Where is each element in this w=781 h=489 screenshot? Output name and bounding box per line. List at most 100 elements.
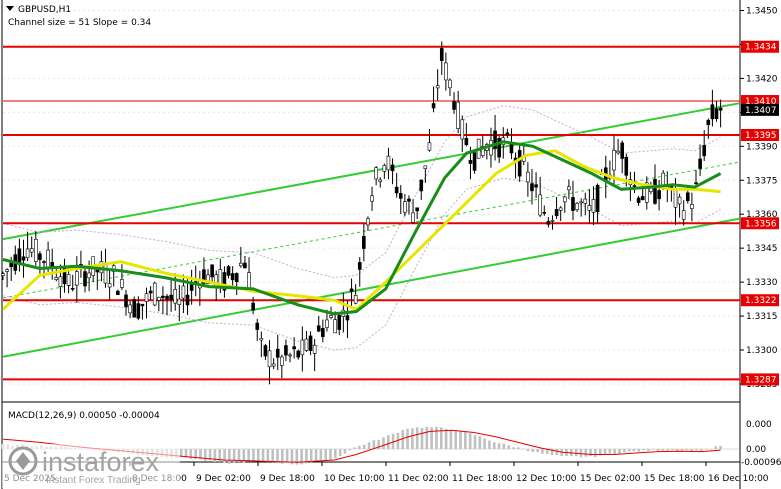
macd-histogram-bar bbox=[242, 449, 246, 463]
macd-histogram-bar bbox=[680, 449, 684, 451]
candle-body bbox=[444, 62, 448, 81]
macd-histogram-bar bbox=[348, 449, 352, 451]
candle-body bbox=[247, 272, 251, 290]
regression-channel bbox=[2, 102, 740, 358]
time-tick-label: 16 Dec 10:00 bbox=[708, 474, 769, 484]
macd-histogram-bar bbox=[598, 449, 602, 456]
candle-body bbox=[681, 210, 686, 220]
candle-body bbox=[210, 264, 214, 278]
candle-body bbox=[255, 322, 260, 330]
macd-histogram-bar bbox=[521, 449, 525, 450]
candle-body bbox=[349, 288, 354, 292]
candle-body bbox=[181, 285, 186, 299]
macd-histogram-bar bbox=[367, 442, 371, 449]
macd-histogram-bar bbox=[637, 449, 641, 452]
macd-histogram-bar bbox=[362, 444, 366, 449]
level-label-box bbox=[741, 129, 779, 141]
macd-histogram-bar bbox=[555, 449, 559, 456]
macd-histogram-bar bbox=[492, 442, 496, 449]
macd-histogram-bar bbox=[285, 449, 289, 463]
candle-body bbox=[530, 183, 534, 192]
candle-body bbox=[435, 85, 440, 89]
macd-histogram-bar bbox=[704, 449, 708, 450]
macd-histogram-bar bbox=[473, 435, 477, 449]
candle-body bbox=[25, 248, 30, 259]
macd-histogram-bar bbox=[608, 449, 612, 454]
symbol-timeframe: GBPUSD,H1 bbox=[18, 5, 71, 15]
macd-histogram-bar bbox=[541, 449, 544, 454]
macd-histogram-bar bbox=[411, 428, 414, 449]
candle-body bbox=[132, 299, 137, 318]
candle-body bbox=[316, 325, 321, 332]
candle-body bbox=[448, 79, 452, 89]
candle-body bbox=[710, 104, 715, 120]
candle-body bbox=[439, 48, 444, 62]
last-price-box bbox=[741, 103, 779, 116]
macd-histogram-bar bbox=[266, 449, 270, 463]
price-tick-label: 1.3300 bbox=[746, 346, 778, 356]
candle-body bbox=[144, 293, 149, 302]
macd-histogram-bar bbox=[338, 449, 342, 457]
candle-body bbox=[304, 338, 309, 351]
macd-histogram-bar bbox=[420, 428, 424, 449]
level-label: 1.3287 bbox=[745, 375, 777, 385]
macd-histogram-bar bbox=[184, 449, 188, 458]
price-tick-label: 1.3360 bbox=[746, 210, 778, 220]
candle-body bbox=[124, 294, 128, 308]
candle-body bbox=[296, 350, 301, 358]
candle-body bbox=[550, 220, 555, 222]
macd-histogram-bar bbox=[497, 443, 501, 449]
macd-histogram-bar bbox=[228, 449, 231, 464]
candle-body bbox=[140, 303, 145, 307]
macd-histogram-bar bbox=[468, 433, 472, 449]
macd-histogram-bar bbox=[618, 449, 621, 454]
candle-body bbox=[288, 354, 292, 357]
macd-histogram-bar bbox=[271, 449, 275, 463]
candle-body bbox=[321, 328, 325, 337]
candle-body bbox=[427, 142, 432, 151]
macd-histogram-bar bbox=[632, 449, 636, 452]
candle-body bbox=[423, 165, 428, 170]
ma-slow-line bbox=[2, 140, 722, 316]
candle-body bbox=[275, 348, 280, 358]
macd-histogram-bar bbox=[305, 449, 308, 464]
macd-axis-label: 0.000 bbox=[746, 420, 772, 430]
candle-body bbox=[472, 152, 477, 171]
time-tick-label: 11 Dec 18:00 bbox=[452, 474, 513, 484]
candle-body bbox=[17, 248, 22, 264]
macd-histogram-bar bbox=[685, 449, 689, 451]
candle-body bbox=[403, 201, 407, 213]
macd-histogram-bar bbox=[415, 427, 419, 449]
price-tick-label: 1.3390 bbox=[746, 142, 778, 152]
candle-body bbox=[382, 165, 387, 172]
candle-body bbox=[698, 158, 702, 169]
price-levels bbox=[3, 45, 740, 381]
macd-histogram-bar bbox=[642, 449, 645, 451]
candle-body bbox=[374, 167, 378, 180]
candle-body bbox=[38, 253, 42, 260]
candle-body bbox=[280, 356, 284, 366]
macd-histogram-bar bbox=[391, 433, 395, 449]
candle-body bbox=[456, 101, 460, 129]
candle-body bbox=[386, 155, 391, 171]
candle-body bbox=[489, 140, 493, 156]
candle-body bbox=[366, 218, 370, 226]
macd-histogram-bar bbox=[372, 440, 376, 449]
candle-body bbox=[390, 164, 395, 172]
price-tick-label: 1.3345 bbox=[746, 244, 778, 254]
level-label: 1.3322 bbox=[745, 296, 777, 306]
candle-body bbox=[157, 296, 161, 301]
dropdown-triangle-icon[interactable] bbox=[6, 6, 14, 11]
candle-body bbox=[562, 196, 567, 203]
channel-lower-line bbox=[2, 217, 740, 358]
macd-histogram-bar bbox=[661, 449, 665, 451]
macd-histogram-bar bbox=[353, 447, 356, 449]
candle-body bbox=[505, 132, 510, 136]
macd-axis-label: -0.00096 bbox=[741, 458, 781, 468]
candle-body bbox=[169, 294, 173, 300]
candle-body bbox=[452, 101, 456, 110]
price-tick-label: 1.3330 bbox=[746, 278, 778, 288]
candle-body bbox=[558, 207, 563, 211]
candle-body bbox=[46, 249, 50, 268]
